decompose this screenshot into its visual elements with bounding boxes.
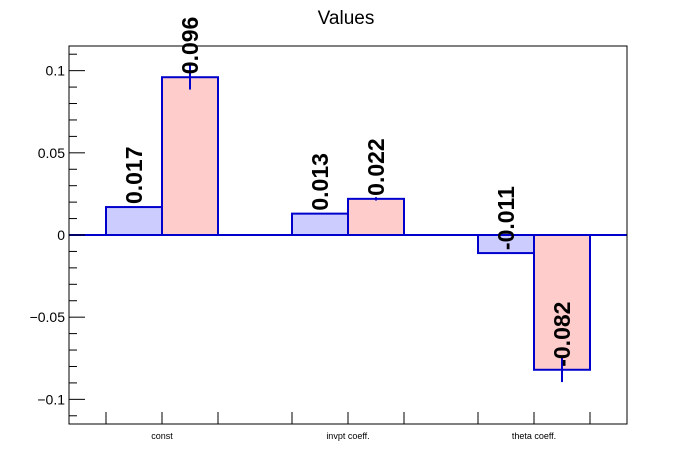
bar-s2-1 <box>347 197 405 236</box>
data-label-s1-1: 0.013 <box>307 153 333 211</box>
x-tick-label: theta coeff. <box>512 431 556 441</box>
data-label-s2-2: -0.082 <box>549 302 575 367</box>
chart-title: Values <box>318 8 375 29</box>
error-bars-layer <box>189 64 563 383</box>
y-tick-label: −0.1 <box>37 391 65 407</box>
y-tick-label: 0 <box>57 227 65 243</box>
data-label-s2-1: 0.022 <box>363 138 389 196</box>
data-labels-layer: 0.017 0.013 -0.011 0.096 0.022 -0.082 <box>121 17 575 367</box>
data-label-s1-2: -0.011 <box>493 186 519 250</box>
bar-s2-0 <box>161 76 219 236</box>
bar-s1-1 <box>291 212 349 236</box>
x-tick-label: const <box>151 431 173 441</box>
y-tick-label: 0.1 <box>46 63 66 79</box>
data-label-s2-0: 0.096 <box>177 17 203 75</box>
y-tick-label: −0.05 <box>30 309 66 325</box>
x-tick-label: invpt coeff. <box>326 431 369 441</box>
data-label-s1-0: 0.017 <box>121 146 147 204</box>
x-axis: const invpt coeff. theta coeff. <box>105 412 591 441</box>
y-tick-label: 0.05 <box>38 145 65 161</box>
y-axis: −0.1 −0.05 0 0.05 0.1 <box>30 53 85 417</box>
bar-s1-0 <box>105 206 163 236</box>
